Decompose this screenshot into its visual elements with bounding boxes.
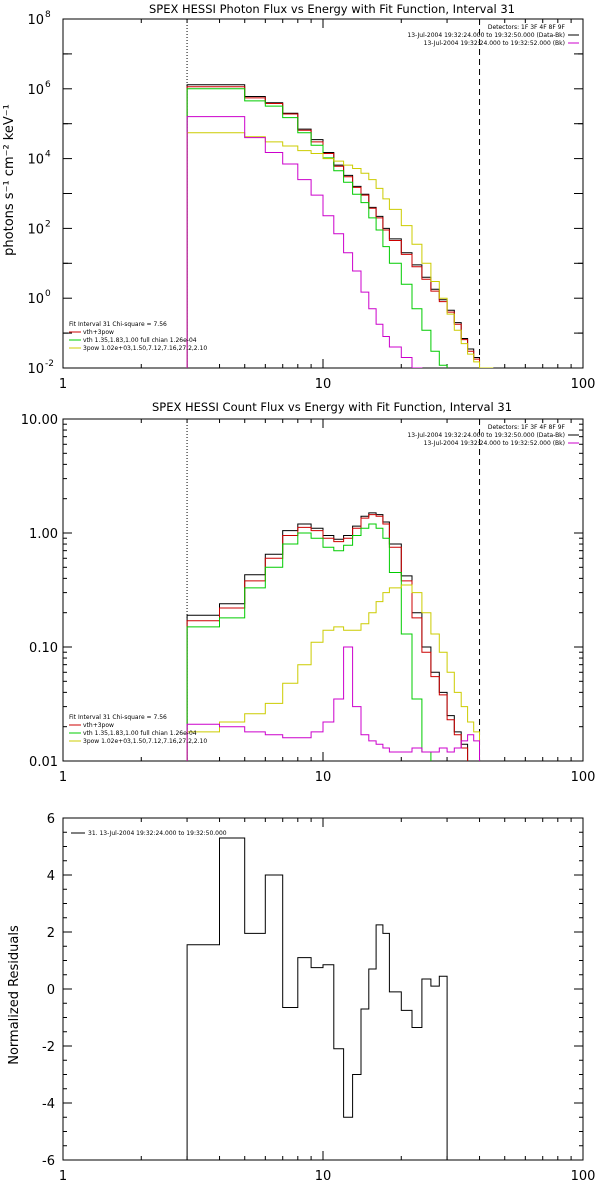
count-series-0 [186,512,469,761]
residuals-plot: 1 10 100 -6 -4 -2 0 2 4 6 31. 13-Jul-2004 19:32:24… [42,812,595,1184]
count-y-ticks: 0.01 0.10 1.00 10.00 [21,413,583,770]
photon-y-tick-exponent: 0 [45,289,51,299]
photon-series-2 [186,88,448,368]
residuals-x-ticks: 1 10 100 [59,818,596,1184]
residuals-axes-frame [62,817,584,1161]
photon-info-legend-text: 13-Jul-2004 19:32:24.000 to 19:32:50.000… [407,32,565,39]
photon-series-group [186,84,506,368]
photon-chart-title: SPEX HESSI Photon Flux vs Energy with Fi… [149,2,515,16]
photon-info-legend-text: Detectors: 1F 3F 4F 8F 9F [488,24,566,31]
photon-y-tick-exponent: 4 [45,150,51,160]
photon-y-tick-label: 10 [27,292,44,307]
residuals-x-tick-label: 10 [315,1169,332,1184]
photon-fit-legend-text: vth+3pow [83,329,114,336]
residuals-legend: 31. 13-Jul-2004 19:32:24.000 to 19:32:50… [71,830,227,837]
count-fit-legend-text: 3pow 1.02e+03,1.50,7.12,7.16,27.2,2.10 [83,738,207,745]
count-y-tick-label: 10.00 [21,413,58,428]
residuals-x-tick-label: 1 [59,1169,67,1184]
photon-axes-frame [62,18,584,369]
photon-series-3 [186,132,506,368]
count-plot: 1 10 100 0.01 0.10 1.00 10.00 Detectors: 1F 3F … [21,413,596,785]
photon-y-tick-exponent: -2 [45,359,54,369]
count-info-legend-text: Detectors: 1F 3F 4F 8F 9F [488,424,566,431]
photon-y-tick-label: 10 [27,362,44,377]
count-y-tick-label: 0.01 [29,755,58,770]
residuals-chart-ylabel: Normalized Residuals [7,925,22,1065]
photon-info-legend-text: 13-Jul-2004 19:32:24.000 to 19:32:52.000… [424,40,565,47]
residuals-y-tick-label: -4 [42,1097,55,1112]
photon-y-tick-exponent: 8 [45,10,51,20]
residuals-x-tick-label: 100 [571,1169,596,1184]
count-series-3 [186,584,480,761]
photon-fit-legend-text: vth 1.35,1.83,1.00 full chian 1.26e-04 [83,337,197,344]
photon-chart-ylabel: photons s⁻¹ cm⁻² keV⁻¹ [2,104,17,256]
count-y-tick-label: 1.00 [29,527,58,542]
count-series-group [186,512,480,761]
residuals-y-tick-label: 0 [47,983,55,998]
count-axes-frame [62,418,584,762]
residuals-y-tick-label: -2 [42,1040,55,1055]
photon-y-tick-exponent: 2 [45,219,51,229]
count-fit-legend-text: Fit Interval 31 Chi-square = 7.56 [69,714,167,721]
count-chart-title: SPEX HESSI Count Flux vs Energy with Fit… [152,400,512,414]
photon-x-tick-label: 10 [315,377,332,392]
photon-x-ticks: 1 10 100 [59,19,596,392]
count-series-4 [186,646,480,761]
photon-series-4 [186,116,432,368]
photon-y-tick-label: 10 [27,153,44,168]
residuals-series-group [186,837,448,1160]
count-info-legend-text: 13-Jul-2004 19:32:24.000 to 19:32:52.000… [424,440,565,447]
residuals-y-tick-label: 2 [47,926,55,941]
photon-fit-legend-text: 3pow 1.02e+03,1.50,7.12,7.16,27.2,2.10 [83,345,207,352]
residuals-y-tick-label: -6 [42,1154,55,1169]
residuals-y-ticks: -6 -4 -2 0 2 4 6 [42,812,583,1169]
residuals-legend-text: 31. 13-Jul-2004 19:32:24.000 to 19:32:50… [88,830,227,837]
count-fit-legend-text: vth 1.35,1.83,1.00 full chian 1.26e-04 [83,730,197,737]
photon-fit-legend-text: Fit Interval 31 Chi-square = 7.56 [69,321,167,328]
count-series-1 [186,514,469,761]
photon-y-tick-label: 10 [27,222,44,237]
photon-x-tick-label: 1 [59,377,67,392]
count-x-tick-label: 10 [315,770,332,785]
photon-y-tick-label: 10 [27,83,44,98]
residuals-y-tick-label: 4 [47,869,55,884]
count-series-2 [186,523,432,761]
count-x-tick-label: 1 [59,770,67,785]
count-info-legend-text: 13-Jul-2004 19:32:24.000 to 19:32:50.000… [407,432,565,439]
count-y-tick-label: 0.10 [29,641,58,656]
photon-y-tick-exponent: 6 [45,80,51,90]
residuals-series-0 [186,837,448,1160]
count-x-tick-label: 100 [571,770,596,785]
residuals-y-tick-label: 6 [47,812,55,827]
count-fit-legend-text: vth+3pow [83,722,114,729]
photon-y-tick-label: 10 [27,13,44,28]
photon-x-tick-label: 100 [571,377,596,392]
count-x-ticks: 1 10 100 [59,419,596,785]
